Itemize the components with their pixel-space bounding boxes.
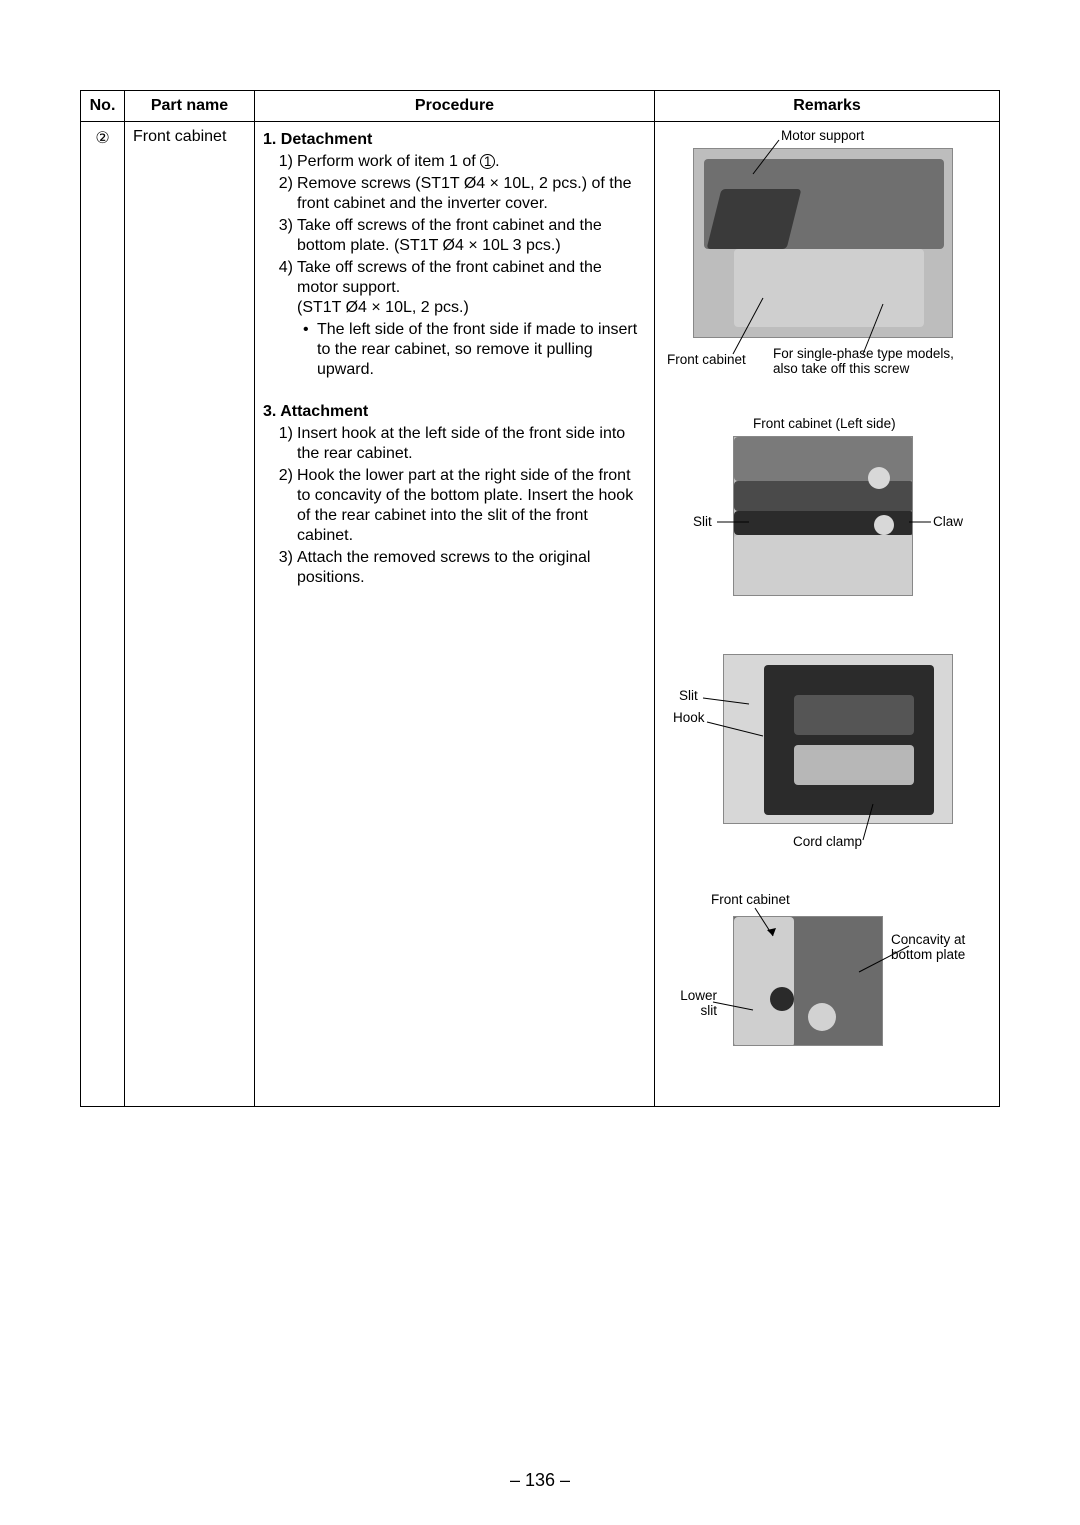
table-row: ② Front cabinet 1. Detachment Perform wo… <box>81 122 1000 1107</box>
detach-steps: Perform work of item 1 of 1. Remove scre… <box>263 152 646 380</box>
label-claw: Claw <box>933 514 963 529</box>
col-no: No. <box>81 91 125 122</box>
list-item: Hook the lower part at the right side of… <box>283 466 646 546</box>
list-item: Insert hook at the left side of the fron… <box>283 424 646 464</box>
label-fig2-title: Front cabinet (Left side) <box>753 416 896 431</box>
label-front-cabinet: Front cabinet <box>711 892 790 907</box>
label-lower-slit: Lowerslit <box>673 988 717 1018</box>
row-procedure: 1. Detachment Perform work of item 1 of … <box>255 122 655 1107</box>
label-hook: Hook <box>673 710 705 725</box>
label-cord-clamp: Cord clamp <box>793 834 862 849</box>
list-item: Remove screws (ST1T Ø4 × 10L, 2 pcs.) of… <box>283 174 646 214</box>
label-motor-support: Motor support <box>781 128 864 143</box>
label-front-cabinet: Front cabinet <box>667 352 746 367</box>
attach-title: 3. Attachment <box>263 402 646 422</box>
list-item: The left side of the front side if made … <box>307 320 646 380</box>
col-proc: Procedure <box>255 91 655 122</box>
list-item: Take off screws of the front cabinet and… <box>283 258 646 380</box>
label-screw-note: For single-phase type models, also take … <box>773 346 973 376</box>
photo-placeholder <box>733 436 913 596</box>
photo-placeholder <box>723 654 953 824</box>
col-part: Part name <box>125 91 255 122</box>
procedure-table: No. Part name Procedure Remarks ② Front … <box>80 90 1000 1107</box>
row-remarks: Motor support Front cabinet For single-p… <box>655 122 1000 1107</box>
figure-1: Motor support Front cabinet For single-p… <box>663 128 991 388</box>
figure-2: Front cabinet (Left side) <box>663 416 991 616</box>
list-item: Attach the removed screws to the origina… <box>283 548 646 588</box>
row-no: ② <box>81 122 125 1107</box>
detach-title: 1. Detachment <box>263 130 646 150</box>
figure-4: Front cabinet Lowerslit <box>663 892 991 1072</box>
page: No. Part name Procedure Remarks ② Front … <box>0 0 1080 1525</box>
list-item: Perform work of item 1 of 1. <box>283 152 646 172</box>
photo-placeholder <box>733 916 883 1046</box>
col-rem: Remarks <box>655 91 1000 122</box>
page-number: – 136 – <box>0 1470 1080 1491</box>
list-item: Take off screws of the front cabinet and… <box>283 216 646 256</box>
attach-steps: Insert hook at the left side of the fron… <box>263 424 646 588</box>
row-part: Front cabinet <box>125 122 255 1107</box>
photo-placeholder <box>693 148 953 338</box>
label-slit: Slit <box>679 688 698 703</box>
label-slit: Slit <box>693 514 712 529</box>
figure-3: Slit Hook Cord clamp <box>663 644 991 864</box>
label-concavity: Concavity at bottom plate <box>891 932 981 962</box>
